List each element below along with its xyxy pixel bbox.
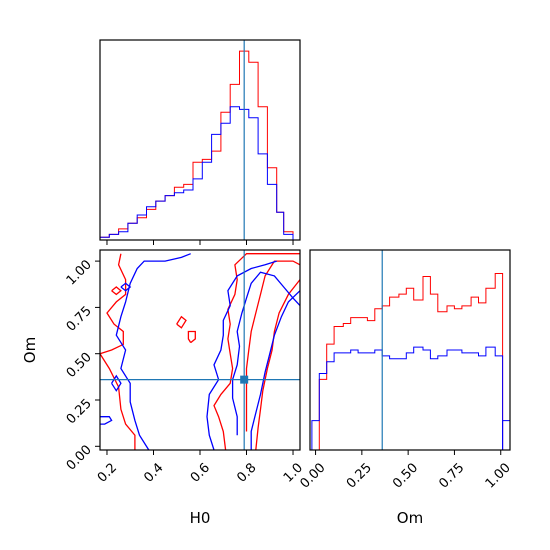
x-axis-label-om: Om [397,509,423,527]
h0-tick-label: 0.6 [188,460,213,485]
contour-red-island-1 [187,330,196,344]
contour-blue-island-left [100,416,113,425]
om-x-tick-label: 1.00 [483,460,514,491]
om-y-tick-label: 0.75 [64,304,95,335]
om-y-tick-label: 0.00 [64,443,95,474]
truth-marker [240,375,249,384]
y-axis-label-om: Om [21,337,39,363]
om-x-tick-label: 0.00 [298,460,329,491]
om-hist-frame [309,249,511,451]
om-hist-blue-tail [502,420,510,450]
h0-tick-label: 0.4 [141,460,166,485]
h0-tick-label: 0.2 [95,460,120,485]
om-hist-blue-series [311,346,504,450]
contour-blue-island-2 [120,282,132,292]
h0-hist-blue-series [99,106,294,240]
contour-red-inner [245,260,301,432]
om-histogram-panel: 0.00 0.25 0.50 0.75 1.00 [298,249,514,492]
contour-red-island-3 [176,315,187,329]
contour-blue-island-3 [111,374,122,392]
om-x-tick-label: 0.25 [344,460,375,491]
h0-tick-label: 0.8 [234,460,259,485]
contour-red-outer-right [213,253,300,451]
om-x-tick-label: 0.50 [390,460,421,491]
h0-om-contour-panel: 0.2 0.4 0.6 0.8 1.00.000.250.500.751.00 [64,249,306,486]
h0-histogram-panel [99,39,301,245]
contour-red-outer-left [99,253,136,450]
contour-red-outer-band [255,279,301,451]
contour-red-island-2 [111,286,122,296]
contour-blue-outer-left [115,253,191,451]
contour-panel-frame [99,249,301,451]
contour-blue-band [250,290,301,450]
om-hist-red-series [311,273,504,451]
h0-hist-red-series [99,50,294,240]
contour-blue-inner [231,271,301,436]
h0-hist-frame [99,39,301,241]
om-y-tick-label: 0.25 [64,396,95,427]
om-x-tick-label: 0.75 [436,460,467,491]
om-y-tick-label: 1.00 [64,257,95,288]
contour-blue-outer-right [206,260,277,451]
om-y-tick-label: 0.50 [64,350,95,381]
x-axis-label-h0: H0 [190,509,211,527]
